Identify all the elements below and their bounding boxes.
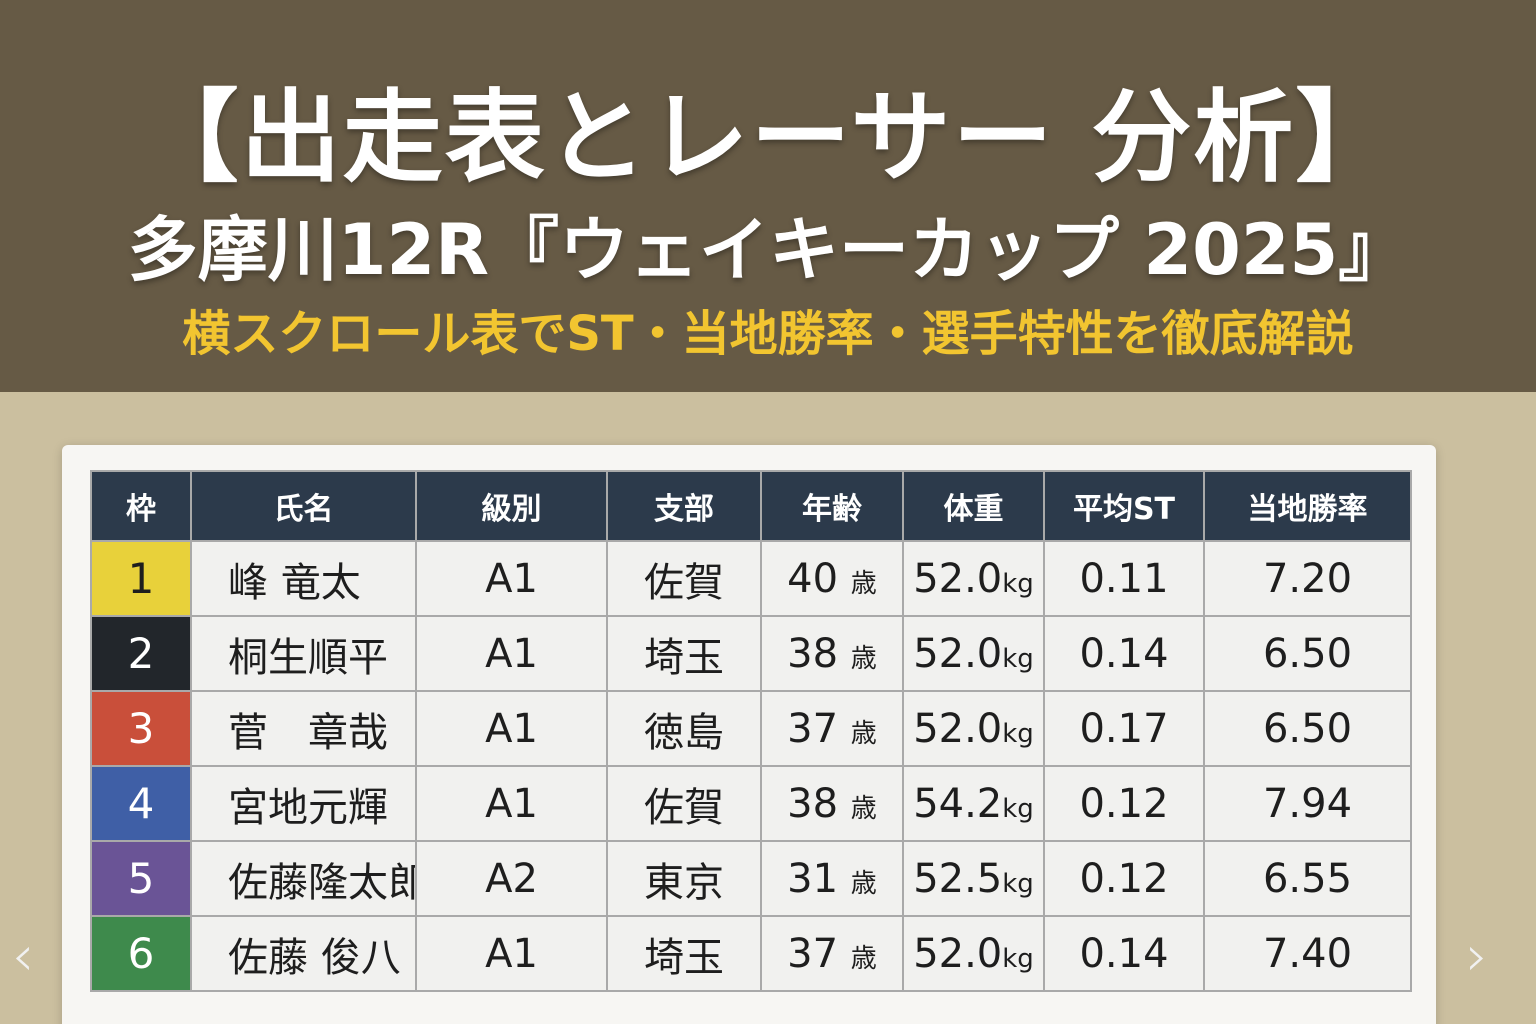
racer-st: 0.12 [1043,765,1205,842]
waku-cell: 1 [90,540,192,617]
racer-branch: 佐賀 [606,765,762,842]
racer-weight: 54.2kg [902,765,1045,842]
age-value: 38 [787,630,839,677]
racer-age: 40 歳 [760,540,904,617]
racer-weight: 52.0kg [902,615,1045,692]
racer-st: 0.12 [1043,840,1205,917]
racer-class: A1 [415,615,608,692]
racer-age: 38 歳 [760,765,904,842]
age-value: 37 [787,930,839,977]
column-header-win-rate: 当地勝率 [1203,470,1412,542]
racer-name: 桐生順平 [190,615,417,692]
column-header-class: 級別 [415,470,608,542]
racer-age: 31 歳 [760,840,904,917]
racer-st: 0.14 [1043,915,1205,992]
racer-name: 佐藤隆太郎 [190,840,417,917]
weight-unit: kg [1002,943,1034,974]
weight-value: 54.2 [913,780,1003,827]
column-header-st: 平均ST [1043,470,1205,542]
racer-class: A1 [415,690,608,767]
racer-class: A1 [415,540,608,617]
racer-class: A2 [415,840,608,917]
racer-age: 38 歳 [760,615,904,692]
racer-win-rate: 6.55 [1203,840,1412,917]
racer-st: 0.17 [1043,690,1205,767]
waku-cell: 6 [90,915,192,992]
racer-name: 佐藤 俊八 [190,915,417,992]
waku-cell: 5 [90,840,192,917]
age-unit: 歳 [850,943,877,974]
table-header-row: 枠 氏名 級別 支部 年齢 体重 平均ST 当地勝率 [90,470,1412,542]
racer-st: 0.14 [1043,615,1205,692]
weight-value: 52.0 [913,555,1003,602]
weight-value: 52.5 [913,855,1003,902]
racer-age: 37 歳 [760,690,904,767]
table-row: 4 宮地元輝 A1 佐賀 38 歳 54.2kg 0.12 7.94 [90,765,1412,842]
column-header-branch: 支部 [606,470,762,542]
table-row: 6 佐藤 俊八 A1 埼玉 37 歳 52.0kg 0.14 7.40 [90,915,1412,992]
racer-branch: 徳島 [606,690,762,767]
age-value: 31 [787,855,839,902]
weight-unit: kg [1002,868,1034,899]
age-value: 37 [787,705,839,752]
racer-win-rate: 6.50 [1203,690,1412,767]
column-header-weight: 体重 [902,470,1045,542]
racer-class: A1 [415,915,608,992]
column-header-waku: 枠 [90,470,192,542]
tagline: 横スクロール表でST・当地勝率・選手特性を徹底解説 [182,306,1354,362]
table-row: 2 桐生順平 A1 埼玉 38 歳 52.0kg 0.14 6.50 [90,615,1412,692]
racer-branch: 埼玉 [606,915,762,992]
racer-win-rate: 7.40 [1203,915,1412,992]
age-unit: 歳 [850,868,877,899]
racer-class: A1 [415,765,608,842]
racer-win-rate: 7.94 [1203,765,1412,842]
age-unit: 歳 [850,793,877,824]
racer-weight: 52.0kg [902,540,1045,617]
racer-weight: 52.0kg [902,915,1045,992]
age-unit: 歳 [850,568,877,599]
racer-branch: 埼玉 [606,615,762,692]
scroll-right-icon[interactable]: › [1465,924,1489,989]
waku-cell: 4 [90,765,192,842]
column-header-age: 年齢 [760,470,904,542]
racer-weight: 52.5kg [902,840,1045,917]
page-title: 【出走表とレーサー 分析】 [138,79,1398,196]
weight-unit: kg [1002,718,1034,749]
racer-name: 菅 章哉 [190,690,417,767]
racer-branch: 東京 [606,840,762,917]
waku-cell: 2 [90,615,192,692]
racer-branch: 佐賀 [606,540,762,617]
weight-value: 52.0 [913,630,1003,677]
racer-win-rate: 6.50 [1203,615,1412,692]
column-header-name: 氏名 [190,470,417,542]
waku-cell: 3 [90,690,192,767]
table-row: 5 佐藤隆太郎 A2 東京 31 歳 52.5kg 0.12 6.55 [90,840,1412,917]
racer-win-rate: 7.20 [1203,540,1412,617]
racer-name: 宮地元輝 [190,765,417,842]
weight-value: 52.0 [913,930,1003,977]
racer-st: 0.11 [1043,540,1205,617]
age-value: 38 [787,780,839,827]
header-banner: 【出走表とレーサー 分析】 多摩川12R『ウェイキーカップ 2025』 横スクロ… [0,0,1536,392]
weight-unit: kg [1002,793,1034,824]
racer-name: 峰 竜太 [190,540,417,617]
weight-unit: kg [1002,643,1034,674]
weight-value: 52.0 [913,705,1003,752]
weight-unit: kg [1002,568,1034,599]
racer-age: 37 歳 [760,915,904,992]
scroll-left-icon[interactable]: ‹ [11,924,35,989]
race-title: 多摩川12R『ウェイキーカップ 2025』 [127,209,1409,291]
age-unit: 歳 [850,643,877,674]
age-value: 40 [787,555,839,602]
racer-weight: 52.0kg [902,690,1045,767]
age-unit: 歳 [850,718,877,749]
